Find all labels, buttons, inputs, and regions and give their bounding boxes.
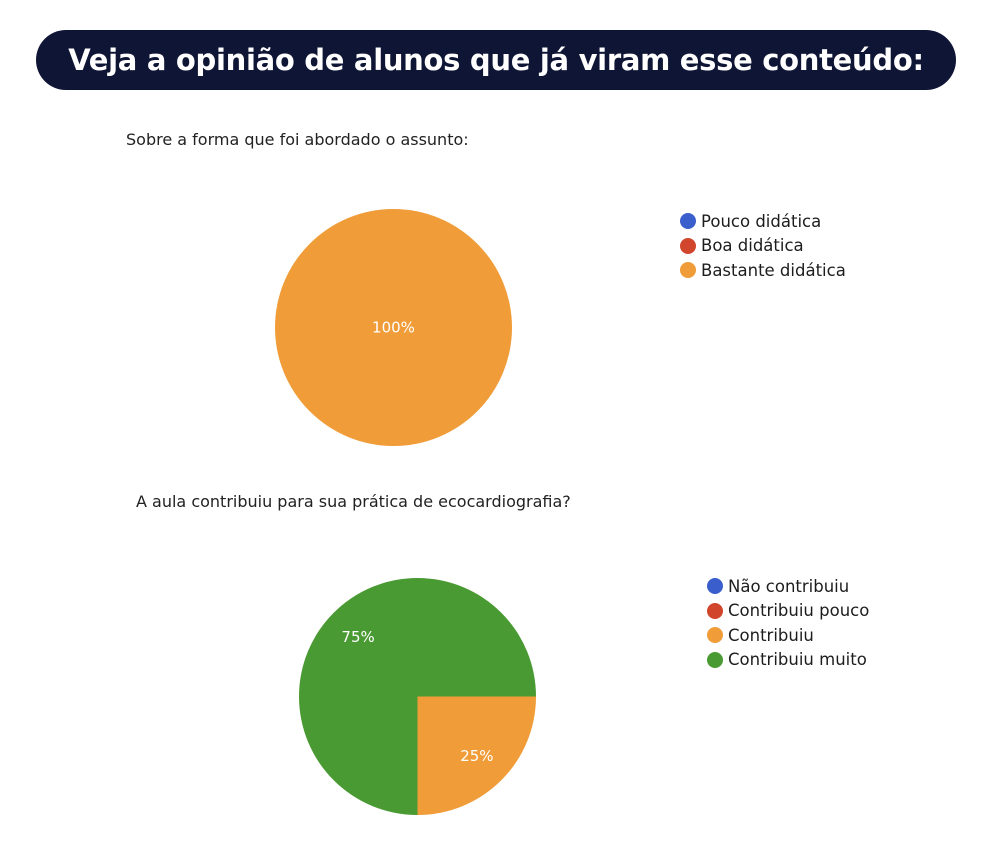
legend-label: Bastante didática — [701, 260, 846, 280]
legend-swatch — [680, 262, 696, 279]
legend-label: Não contribuiu — [728, 576, 850, 596]
page-title: Veja a opinião de alunos que já viram es… — [68, 43, 924, 77]
legend-swatch — [707, 578, 723, 595]
pie-chart-1: 100% — [275, 209, 512, 446]
legend-item: Contribuiu pouco — [707, 599, 869, 624]
legend-label: Contribuiu pouco — [728, 601, 870, 621]
pie-slice-contribuiu-muito — [298, 578, 536, 815]
slice-label: 100% — [372, 319, 415, 337]
legend-label: Pouco didática — [701, 211, 822, 231]
pie-chart-2: 25% 75% — [298, 578, 536, 815]
chart-1-title: Sobre a forma que foi abordado o assunto… — [126, 130, 469, 149]
chart-2-title: A aula contribuiu para sua prática de ec… — [136, 492, 571, 511]
legend-item: Contribuiu muito — [707, 648, 869, 673]
legend-item: Bastante didática — [680, 258, 846, 283]
legend-label: Boa didática — [701, 236, 804, 256]
chart-1-legend: Pouco didática Boa didática Bastante didát… — [680, 209, 846, 283]
chart-2-legend: Não contribuiu Contribuiu pouco Contribuiu… — [707, 574, 869, 672]
header-banner: Veja a opinião de alunos que já viram es… — [36, 30, 956, 90]
legend-item: Contribuiu — [707, 623, 869, 648]
legend-swatch — [680, 237, 696, 254]
legend-swatch — [707, 651, 723, 668]
legend-item: Pouco didática — [680, 209, 846, 234]
slice-label: 75% — [341, 628, 374, 646]
pie-slice-bastante-didatica — [275, 209, 512, 446]
legend-swatch — [680, 213, 696, 230]
legend-item: Não contribuiu — [707, 574, 869, 599]
legend-label: Contribuiu muito — [728, 650, 867, 670]
legend-label: Contribuiu — [728, 625, 814, 645]
slice-label: 25% — [460, 747, 493, 765]
legend-swatch — [707, 627, 723, 644]
legend-item: Boa didática — [680, 234, 846, 259]
pie-slice-contribuiu — [417, 696, 536, 815]
legend-swatch — [707, 602, 723, 619]
